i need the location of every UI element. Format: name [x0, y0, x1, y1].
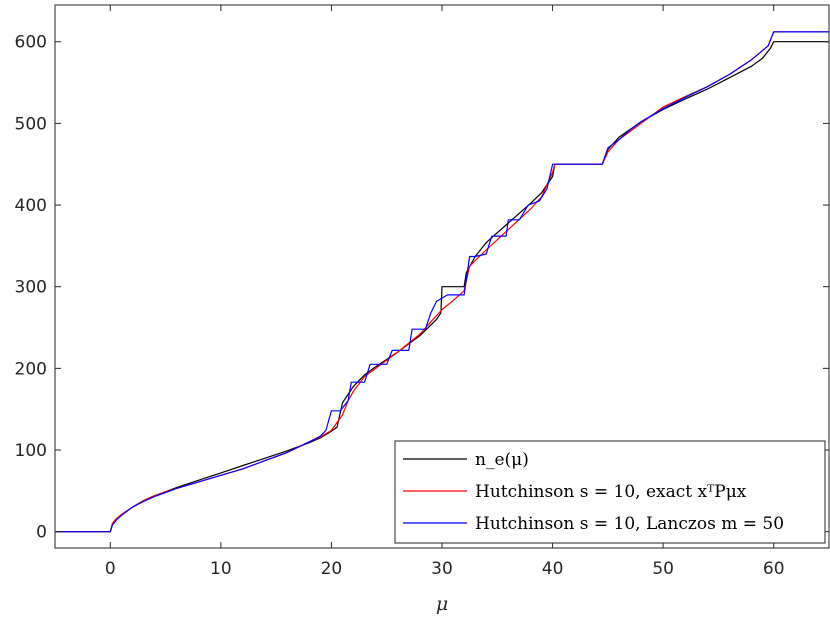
y-tick-label: 100	[15, 441, 47, 461]
legend-entry-2: Hutchinson s = 10, exact xᵀPμx	[475, 482, 747, 502]
legend-entry-1: n_e(μ)	[475, 450, 529, 470]
y-tick-label: 200	[15, 359, 47, 379]
series-layer	[55, 31, 829, 533]
y-tick-label: 500	[15, 114, 47, 134]
x-tick-label: 30	[431, 559, 453, 579]
y-tick-label: 400	[15, 196, 47, 216]
y-tick-label: 0	[36, 523, 47, 543]
legend: n_e(μ) Hutchinson s = 10, exact xᵀPμx Hutc…	[394, 440, 826, 544]
x-tick-label: 10	[210, 559, 232, 579]
series-line-3	[55, 31, 829, 533]
x-tick-label: 50	[652, 559, 674, 579]
x-tick-label: 40	[542, 559, 564, 579]
legend-entry-3: Hutchinson s = 10, Lanczos m = 50	[475, 514, 784, 534]
x-axis-label: μ	[436, 593, 448, 615]
legend-frame	[394, 440, 826, 544]
x-tick-label: 60	[763, 559, 785, 579]
series-line-2	[55, 31, 829, 533]
x-tick-label: 20	[321, 559, 343, 579]
y-tick-label: 600	[15, 33, 47, 53]
y-tick-label: 300	[15, 278, 47, 298]
x-tick-label: 0	[105, 559, 116, 579]
